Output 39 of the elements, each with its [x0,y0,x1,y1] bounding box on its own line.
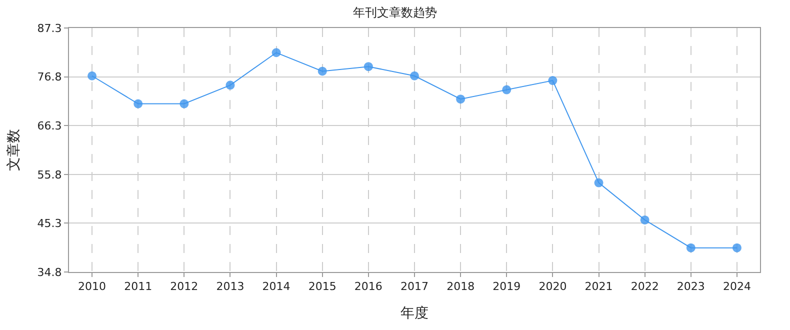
x-tick-label: 2022 [630,280,659,294]
x-tick-label: 2019 [492,280,521,294]
y-axis-title: 文章数 [6,129,22,171]
chart-title: 年刊文章数趋势 [353,6,437,20]
point [180,99,189,108]
y-tick-label: 34.8 [37,266,62,279]
point [410,71,419,80]
x-tick-label: 2023 [676,280,705,294]
y-tick-label: 76.8 [37,70,62,84]
point [364,62,373,72]
point [640,215,650,224]
x-tick-label: 2011 [124,280,152,294]
x-tick-label: 2010 [78,280,106,294]
point [226,80,235,90]
x-tick-label: 2016 [354,280,382,294]
y-tick-label: 87.3 [37,22,62,35]
x-tick-label: 2018 [446,280,475,294]
x-tick-label: 2014 [262,280,290,294]
x-tick-label: 2021 [584,280,613,294]
point [272,48,281,58]
point [732,243,742,252]
x-tick-label: 2020 [538,280,567,294]
x-tick-label: 2012 [170,280,198,294]
point [318,66,327,76]
y-tick-label: 45.3 [37,217,62,230]
x-tick-label: 2015 [308,280,336,294]
point [686,243,696,252]
x-axis-title: 年度 [400,306,428,322]
x-tick-label: 2024 [722,280,751,294]
point [502,85,512,94]
x-tick-label: 2013 [216,280,244,294]
point [456,94,466,104]
x-tick-label: 2017 [400,280,428,294]
y-tick-label: 66.3 [37,119,62,132]
point [88,71,97,80]
y-tick-label: 55.8 [37,168,62,182]
point [594,178,604,188]
point [548,76,558,86]
point [134,99,143,108]
